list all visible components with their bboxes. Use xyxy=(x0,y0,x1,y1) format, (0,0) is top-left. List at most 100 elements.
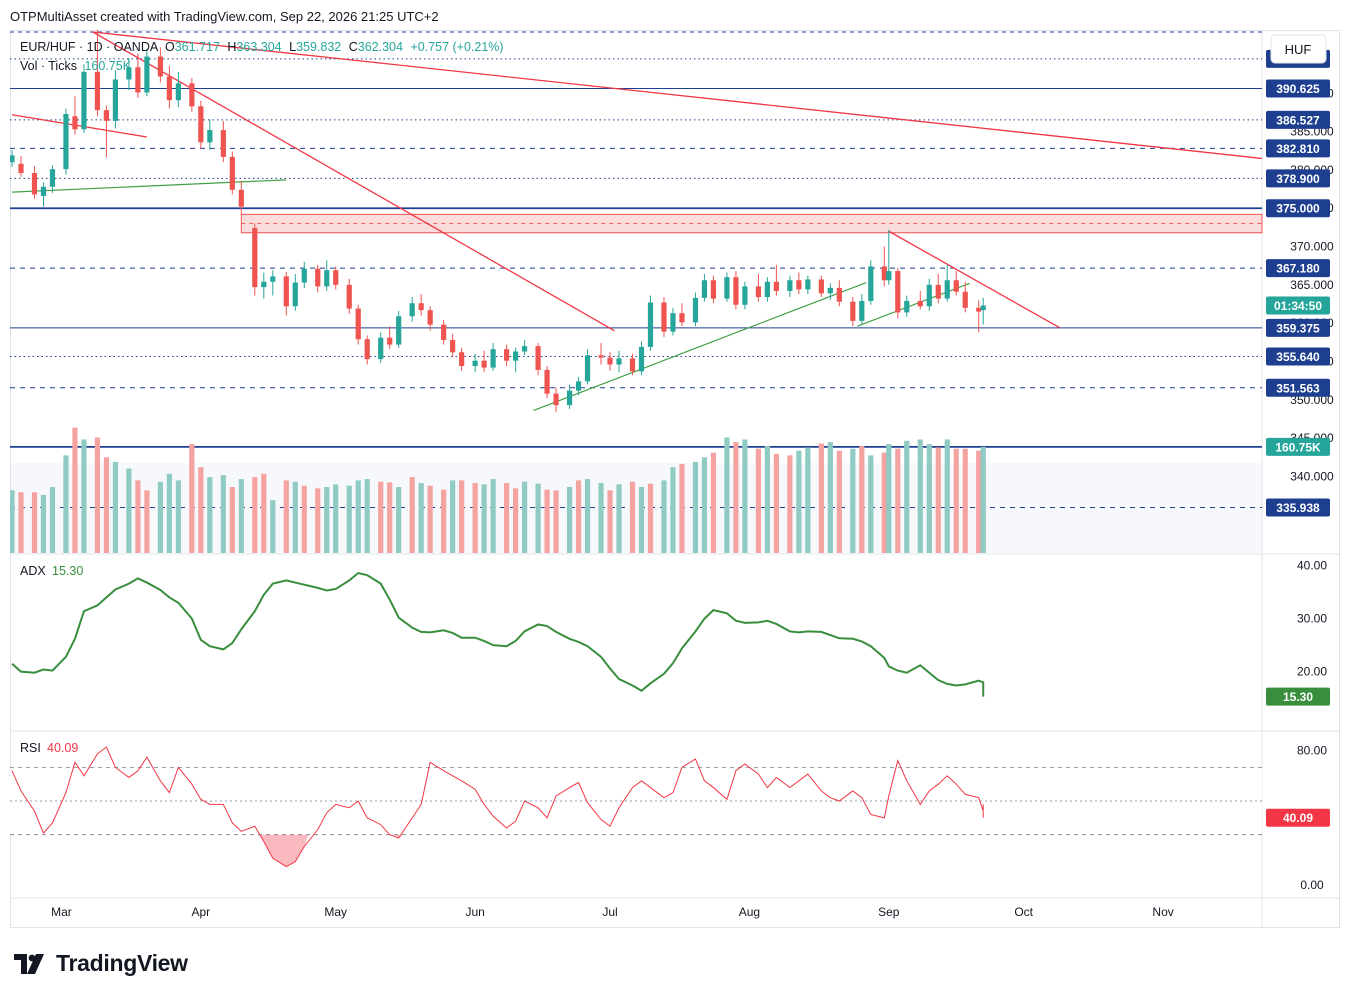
candle-body xyxy=(692,297,699,323)
candle xyxy=(301,261,307,288)
candle xyxy=(935,274,941,304)
candle-body xyxy=(724,277,730,299)
volume-bar xyxy=(441,489,447,553)
candle xyxy=(670,307,676,336)
level-badge: 378.900 xyxy=(1266,169,1330,188)
volume-bar xyxy=(40,494,47,553)
level-badge: 390.625 xyxy=(1266,79,1330,98)
candle-body xyxy=(895,271,901,313)
candle xyxy=(135,53,141,98)
level-badge: 359.375 xyxy=(1266,318,1330,337)
currency-button[interactable] xyxy=(1270,34,1327,64)
volume-bar xyxy=(94,437,101,553)
candle-body xyxy=(962,291,968,308)
candle xyxy=(387,326,393,350)
candle xyxy=(512,347,519,373)
volume-bar xyxy=(661,480,667,553)
candle-body xyxy=(198,106,204,143)
candle xyxy=(692,292,699,327)
candle-body xyxy=(733,277,739,305)
candle-body xyxy=(521,346,528,352)
candle xyxy=(607,352,613,371)
volume-bar xyxy=(481,484,487,553)
level-badge-text: 355.640 xyxy=(1276,350,1320,364)
candle-body xyxy=(355,308,361,340)
volume-bar xyxy=(886,444,892,553)
trendline-green xyxy=(533,281,867,412)
level-badge-text: 335.938 xyxy=(1276,501,1320,515)
candle-body xyxy=(679,313,685,323)
level-badge-text: 390.625 xyxy=(1276,82,1320,96)
candle xyxy=(175,71,181,108)
volume-bar xyxy=(926,444,932,553)
candle-body xyxy=(333,270,339,285)
volume-bar xyxy=(63,455,69,553)
candle-body xyxy=(112,79,119,121)
candle-body xyxy=(859,300,865,321)
legend-ohlc: O361.717 H363.304 L359.832 C362.304 +0.7… xyxy=(165,40,504,54)
candle xyxy=(355,304,361,345)
rsi-oversold-fill xyxy=(259,834,309,867)
candle-body xyxy=(818,279,824,294)
candle xyxy=(701,274,708,302)
candle-body xyxy=(166,76,172,101)
volume-bar xyxy=(301,485,307,553)
volume-bar xyxy=(818,443,824,553)
candle-body xyxy=(481,360,487,368)
volume-bar xyxy=(31,492,38,553)
volume-bar xyxy=(333,484,339,553)
currency-label: HUF xyxy=(1285,42,1312,57)
level-badge-box xyxy=(1266,318,1330,337)
volume-bar xyxy=(220,475,226,553)
adx-legend-value: 15.30 xyxy=(52,564,83,578)
candle xyxy=(535,343,541,376)
candle-body xyxy=(661,302,667,332)
legend-high-value: 363.304 xyxy=(236,40,281,54)
candle xyxy=(724,272,730,302)
candle xyxy=(755,274,762,302)
volume-badge-text: 160.75K xyxy=(1275,440,1321,454)
candle xyxy=(229,151,235,195)
volume-bar xyxy=(980,446,986,553)
candle xyxy=(472,353,478,373)
legend-open-label: O xyxy=(165,40,175,54)
candle xyxy=(409,297,415,322)
volume-bar xyxy=(189,444,195,553)
candle xyxy=(521,340,528,356)
candle-body xyxy=(40,186,47,196)
candle-body xyxy=(980,305,986,310)
candle-body xyxy=(261,281,267,288)
candle-body xyxy=(292,282,298,307)
candle-body xyxy=(324,270,330,287)
candle xyxy=(710,275,717,304)
volume-bar xyxy=(742,439,748,553)
volume-bar xyxy=(616,484,622,553)
candle xyxy=(427,306,433,331)
candle xyxy=(459,347,465,371)
candle xyxy=(220,120,226,163)
tradingview-brand[interactable]: TradingView xyxy=(14,950,188,977)
trading-chart[interactable]: 340.000345.000350.000355.000360.000365.0… xyxy=(10,30,1340,928)
candle-body xyxy=(512,351,519,361)
candle-body xyxy=(135,67,141,93)
level-badge-box xyxy=(1266,378,1330,397)
volume-bar xyxy=(629,481,636,553)
candle-body xyxy=(607,357,613,365)
candle-body xyxy=(553,393,559,406)
candle xyxy=(81,64,87,134)
candle-body xyxy=(935,284,941,299)
level-badge: 386.527 xyxy=(1266,110,1330,129)
price-axis-tick: 365.000 xyxy=(1290,278,1334,292)
volume-bar xyxy=(112,461,119,553)
adx-axis-tick: 20.00 xyxy=(1297,665,1327,679)
candle xyxy=(976,300,982,333)
volume-bar xyxy=(427,485,433,553)
candle-body xyxy=(378,337,384,360)
volume-bar xyxy=(396,487,402,553)
volume-bar xyxy=(976,450,982,553)
trendline-red xyxy=(92,31,1263,160)
time-axis-label: Oct xyxy=(1014,905,1033,919)
candle xyxy=(881,246,887,287)
candle-body xyxy=(396,316,402,345)
trendline-red xyxy=(888,230,1060,329)
